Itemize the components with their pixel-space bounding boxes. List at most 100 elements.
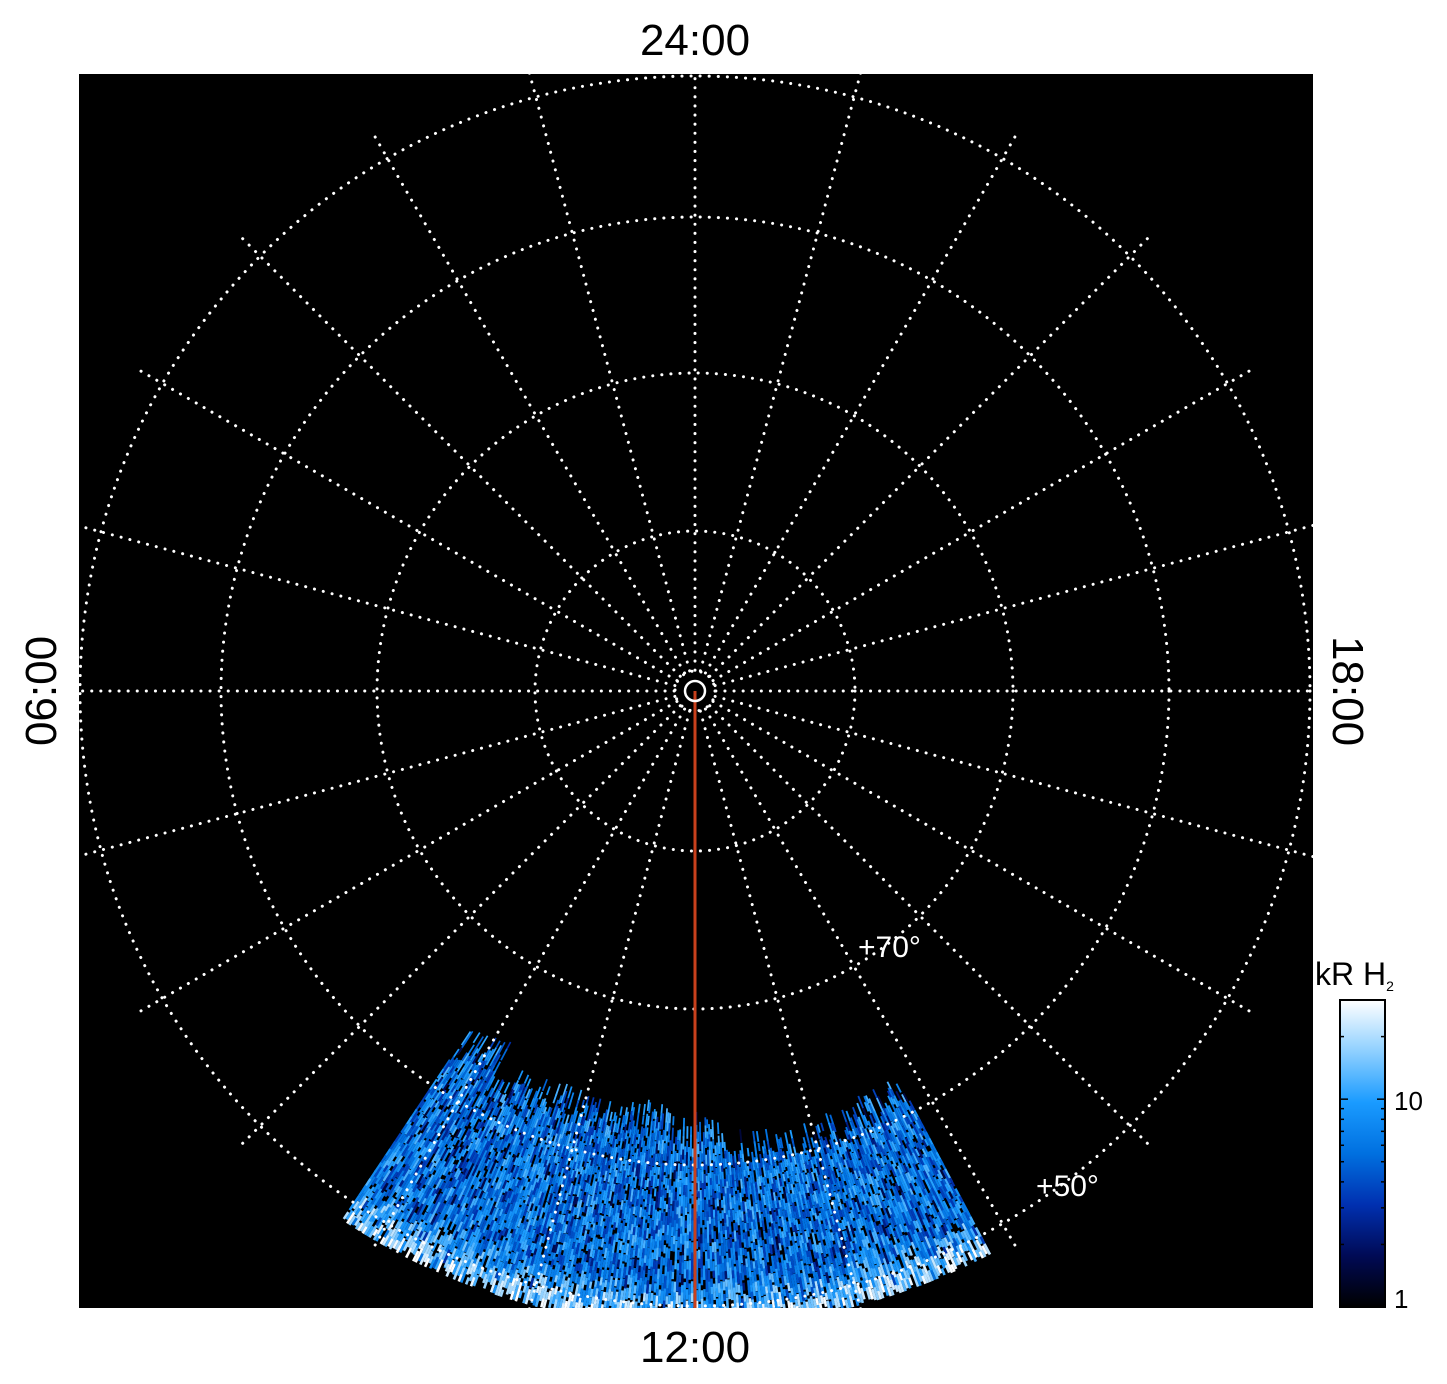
aurora-cell — [507, 1263, 513, 1274]
aurora-cell — [708, 1141, 711, 1151]
aurora-cell — [521, 1269, 527, 1279]
aurora-cell — [549, 1252, 554, 1262]
aurora-cell — [463, 1243, 470, 1253]
aurora-cell — [413, 1189, 421, 1199]
aurora-cell — [373, 1161, 383, 1173]
aurora-cell — [685, 1278, 689, 1288]
aurora-cell — [503, 1082, 511, 1094]
aurora-cell — [699, 1150, 702, 1163]
aurora-cell — [414, 1099, 424, 1113]
aurora-cell — [456, 1067, 465, 1080]
aurora-cell — [411, 1214, 419, 1224]
aurora-cell — [687, 1202, 690, 1213]
aurora-cell — [402, 1242, 409, 1252]
aurora-cell — [590, 1200, 596, 1215]
aurora-cell — [489, 1270, 497, 1286]
aurora-cell — [402, 1196, 409, 1205]
aurora-cell — [482, 1278, 489, 1289]
aurora-cell — [479, 1147, 487, 1160]
aurora-cell — [452, 1059, 462, 1073]
aurora-cell — [574, 1124, 579, 1133]
aurora-cell — [557, 1110, 562, 1119]
aurora-cell — [475, 1181, 481, 1190]
aurora-cell — [494, 1115, 501, 1127]
aurora-cell — [450, 1145, 460, 1159]
aurora-cell — [534, 1294, 541, 1308]
aurora-cell — [697, 1223, 701, 1237]
aurora-cell — [467, 1149, 474, 1160]
aurora-cell — [689, 1160, 692, 1173]
aurora-cell — [610, 1309, 614, 1319]
aurora-cell — [468, 1264, 475, 1275]
aurora-cell — [498, 1208, 504, 1217]
aurora-cell — [504, 1139, 510, 1149]
aurora-cell — [431, 1140, 440, 1154]
aurora-cell — [405, 1116, 413, 1126]
aurora-cell — [522, 1255, 528, 1268]
aurora-cell — [366, 1191, 375, 1202]
aurora-cell — [442, 1249, 451, 1264]
aurora-cell — [514, 1096, 520, 1105]
aurora-cell — [691, 1170, 694, 1182]
aurora-cell — [391, 1152, 403, 1167]
aurora-cell — [539, 1166, 546, 1179]
aurora-cell — [555, 1222, 562, 1236]
aurora-cell — [507, 1138, 515, 1153]
aurora-cell — [586, 1104, 593, 1122]
aurora-cell — [366, 1199, 373, 1207]
aurora-cell — [493, 1044, 502, 1059]
aurora-cell — [500, 1048, 508, 1061]
aurora-cell — [705, 1175, 708, 1183]
aurora-cell — [422, 1138, 429, 1148]
aurora-cell — [498, 1081, 505, 1091]
aurora-cell — [689, 1223, 692, 1232]
aurora-cell — [666, 1234, 669, 1244]
aurora-cell — [689, 1191, 692, 1199]
aurora-cell — [437, 1146, 447, 1161]
aurora-cell — [391, 1171, 399, 1181]
aurora-cell — [382, 1164, 389, 1174]
aurora-cell — [583, 1191, 589, 1207]
aurora-cell — [582, 1195, 586, 1203]
aurora-cell — [548, 1231, 555, 1247]
aurora-cell — [458, 1094, 467, 1106]
aurora-cell — [597, 1141, 602, 1152]
aurora-cell — [722, 1225, 725, 1235]
aurora-cell — [527, 1114, 535, 1129]
aurora-cell — [433, 1146, 440, 1155]
aurora-cell — [482, 1065, 491, 1080]
aurora-cell — [504, 1276, 512, 1289]
aurora-cell — [448, 1070, 459, 1086]
aurora-cell — [502, 1181, 509, 1194]
aurora-cell — [374, 1176, 382, 1185]
aurora-cell — [592, 1181, 598, 1195]
aurora-cell — [556, 1114, 562, 1128]
aurora-cell — [539, 1150, 545, 1159]
aurora-cell — [463, 1174, 472, 1189]
aurora-cell — [526, 1110, 532, 1122]
aurora-cell — [568, 1183, 574, 1195]
aurora-cell — [679, 1170, 682, 1179]
aurora-cell — [492, 1207, 500, 1221]
aurora-cell — [541, 1101, 548, 1113]
aurora-cell — [545, 1255, 551, 1267]
aurora-cell — [546, 1138, 551, 1147]
aurora-cell — [516, 1179, 522, 1188]
aurora-cell — [585, 1119, 591, 1133]
aurora-cell — [472, 1274, 480, 1287]
aurora-cell — [665, 1288, 669, 1297]
aurora-cell — [691, 1148, 694, 1159]
aurora-cell — [551, 1294, 557, 1305]
aurora-cell — [569, 1169, 575, 1181]
aurora-cell — [363, 1221, 374, 1236]
aurora-cell — [475, 1127, 483, 1139]
aurora-cell — [563, 1300, 569, 1308]
aurora-cell — [467, 1175, 474, 1186]
aurora-cell — [414, 1174, 424, 1188]
aurora-cell — [549, 1169, 554, 1178]
aurora-cell — [559, 1176, 565, 1186]
aurora-cell — [396, 1220, 404, 1230]
aurora-cell — [586, 1174, 591, 1183]
aurora-cell — [582, 1203, 586, 1213]
aurora-cell — [497, 1287, 502, 1297]
